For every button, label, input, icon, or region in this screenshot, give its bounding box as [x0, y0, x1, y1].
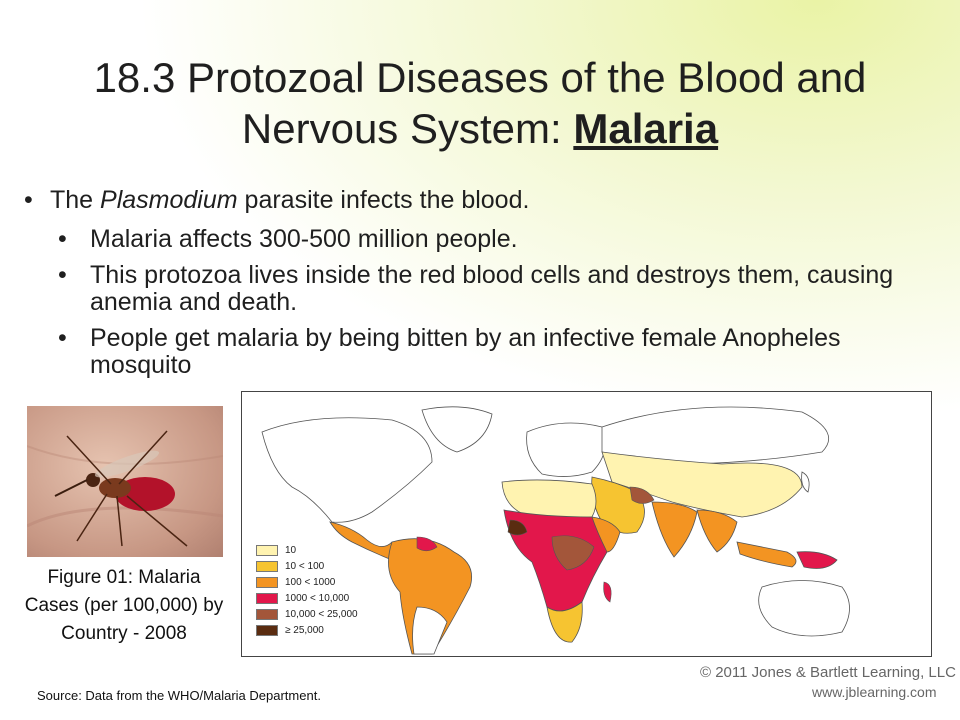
bullet-dot: •: [58, 225, 67, 253]
bullet-dot: •: [58, 324, 67, 352]
sub-bullet-list: • Malaria affects 300-500 million people.…: [58, 226, 908, 388]
legend-item: ≥ 25,000: [256, 622, 358, 638]
legend-swatch: [256, 592, 278, 604]
map-legend: 10 10 < 100 100 < 1000 1000 < 10,000 10,…: [256, 542, 358, 638]
legend-swatch: [256, 576, 278, 588]
legend-item: 100 < 1000: [256, 574, 358, 590]
plasmodium-term: Plasmodium: [100, 186, 238, 214]
sub-bullet: • This protozoa lives inside the red bloo…: [58, 262, 908, 316]
legend-label: 10: [285, 544, 297, 556]
title-prefix: Nervous System:: [241, 105, 574, 152]
legend-label: ≥ 25,000: [285, 624, 324, 636]
legend-swatch: [256, 560, 278, 572]
sub-bullet-text: People get malaria by being bitten by an…: [90, 324, 841, 379]
bullet-dot: •: [58, 261, 67, 289]
main-bullet-prefix: The: [50, 186, 101, 214]
legend-label: 10 < 100: [285, 560, 325, 572]
main-bullet-text: The Plasmodium parasite infects the bloo…: [50, 186, 529, 215]
sub-bullet: • Malaria affects 300-500 million people.: [58, 226, 908, 253]
legend-swatch: [256, 544, 278, 556]
title-line-2: Nervous System: Malaria: [0, 103, 960, 154]
title-line-1: 18.3 Protozoal Diseases of the Blood and: [93, 54, 867, 101]
bullet-dot: •: [24, 186, 33, 214]
source-note: Source: Data from the WHO/Malaria Depart…: [37, 688, 321, 703]
world-map-icon: [261, 406, 850, 655]
legend-label: 1000 < 10,000: [285, 592, 350, 604]
main-bullet-suffix: parasite infects the blood.: [237, 186, 530, 214]
mosquito-icon: [27, 430, 223, 547]
legend-item: 10 < 100: [256, 558, 358, 574]
mosquito-photo: [27, 406, 223, 557]
title-highlight: Malaria: [573, 105, 719, 152]
publisher-website: www.jblearning.com: [812, 684, 937, 700]
sub-bullet-text: Malaria affects 300-500 million people.: [90, 225, 518, 253]
legend-item: 10: [256, 542, 358, 558]
main-bullet-list: • The Plasmodium parasite infects the bl…: [24, 186, 924, 215]
legend-swatch: [256, 624, 278, 636]
legend-swatch: [256, 608, 278, 620]
sub-bullet: • People get malaria by being bitten by a…: [58, 325, 908, 379]
legend-item: 1000 < 10,000: [256, 590, 358, 606]
sub-bullet-text: This protozoa lives inside the red blood…: [90, 261, 894, 316]
malaria-world-map: 10 10 < 100 100 < 1000 1000 < 10,000 10,…: [241, 391, 932, 657]
legend-item: 10,000 < 25,000: [256, 606, 358, 622]
legend-label: 10,000 < 25,000: [285, 608, 358, 620]
copyright-notice: © 2011 Jones & Bartlett Learning, LLC: [700, 664, 956, 681]
figure-caption: Figure 01: Malaria Cases (per 100,000) b…: [24, 567, 224, 644]
slide-title: 18.3 Protozoal Diseases of the Blood and…: [0, 52, 960, 154]
legend-label: 100 < 1000: [285, 576, 336, 588]
main-bullet: • The Plasmodium parasite infects the bl…: [24, 186, 924, 215]
